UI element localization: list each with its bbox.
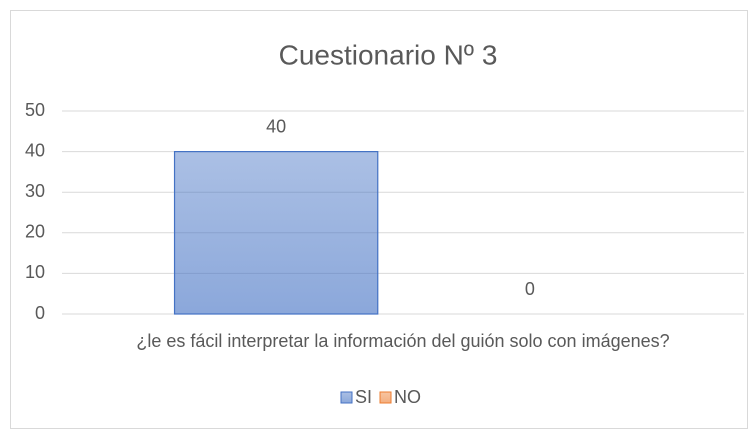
legend-label: SI xyxy=(355,387,372,407)
chart-title: Cuestionario Nº 3 xyxy=(279,39,498,70)
x-tick-label: ¿le es fácil interpretar la información … xyxy=(136,331,669,351)
y-tick-label: 10 xyxy=(25,262,45,282)
y-tick-label: 20 xyxy=(25,222,45,242)
legend-swatch xyxy=(340,391,353,404)
y-tick-label: 50 xyxy=(25,100,45,120)
data-label: 0 xyxy=(525,279,535,299)
bar xyxy=(173,151,379,315)
y-tick-label: 0 xyxy=(35,303,45,323)
y-tick-label: 30 xyxy=(25,181,45,201)
data-label: 40 xyxy=(266,116,286,136)
y-tick-label: 40 xyxy=(25,140,45,160)
legend-label: NO xyxy=(394,387,421,407)
legend-swatch xyxy=(379,391,392,404)
chart-frame xyxy=(10,10,748,429)
